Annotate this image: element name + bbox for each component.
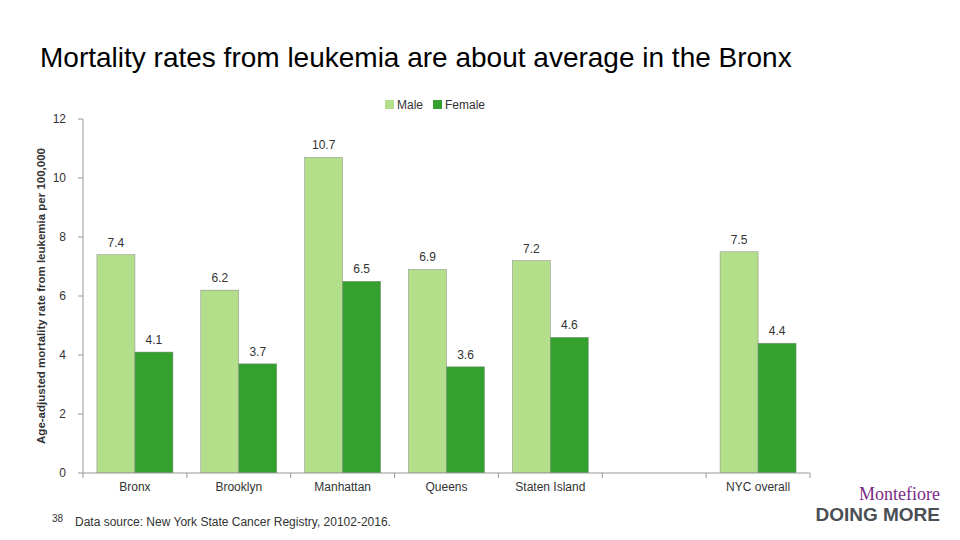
legend-label: Male xyxy=(397,98,423,112)
x-tick-label: Staten Island xyxy=(515,480,585,494)
x-tick xyxy=(290,473,291,478)
y-tick xyxy=(78,473,83,474)
x-axis: Bronx Brooklyn Manhattan Queens Staten Islan… xyxy=(83,473,810,494)
x-tick xyxy=(498,473,499,478)
data-label: 7.4 xyxy=(108,236,125,250)
x-tick-label: NYC overall xyxy=(726,480,790,494)
data-label: 6.5 xyxy=(353,262,370,276)
bar xyxy=(239,364,277,473)
title: Mortality rates from leukemia are about … xyxy=(40,42,792,73)
bar xyxy=(447,367,485,473)
x-tick-label: Brooklyn xyxy=(215,480,262,494)
data-label: 4.6 xyxy=(561,318,578,332)
y-tick-label: 8 xyxy=(59,230,66,244)
x-tick-label: Bronx xyxy=(119,480,150,494)
x-tick xyxy=(602,473,603,478)
bar xyxy=(135,352,173,473)
data-label: 10.7 xyxy=(312,138,336,152)
data-label: 6.2 xyxy=(211,271,228,285)
legend-swatch xyxy=(385,100,394,109)
data-label: 7.2 xyxy=(523,242,540,256)
y-tick xyxy=(78,296,83,297)
x-tick xyxy=(394,473,395,478)
bar xyxy=(409,269,447,473)
legend: Male Female xyxy=(385,98,485,112)
x-tick xyxy=(83,473,84,478)
y-tick xyxy=(78,355,83,356)
y-tick xyxy=(78,178,83,179)
x-axis-line xyxy=(83,473,810,474)
y-tick xyxy=(78,119,83,120)
bar xyxy=(720,252,758,473)
bar xyxy=(97,255,135,473)
y-tick xyxy=(78,237,83,238)
page-number: 38 xyxy=(52,513,64,524)
x-tick-label: Queens xyxy=(425,480,467,494)
y-axis-label: Age-adjusted mortality rate from leukemi… xyxy=(35,148,47,444)
y-tick-label: 2 xyxy=(59,407,66,421)
y-tick-label: 10 xyxy=(53,171,67,185)
bar xyxy=(201,290,239,473)
y-tick xyxy=(78,414,83,415)
legend-label: Female xyxy=(445,98,485,112)
source-note: Data source: New York State Cancer Regis… xyxy=(75,515,391,529)
x-tick xyxy=(186,473,187,478)
y-tick-label: 6 xyxy=(59,289,66,303)
chart: Mortality rates from leukemia are about … xyxy=(0,0,960,540)
y-tick-label: 0 xyxy=(59,466,66,480)
data-label: 4.1 xyxy=(146,333,163,347)
y-axis-line xyxy=(83,119,84,473)
x-tick xyxy=(810,473,811,478)
legend-swatch xyxy=(433,100,442,109)
data-label: 7.5 xyxy=(731,233,748,247)
bar xyxy=(512,261,550,473)
bar xyxy=(758,343,796,473)
x-tick xyxy=(706,473,707,478)
x-tick-label: Manhattan xyxy=(314,480,371,494)
bar xyxy=(305,157,343,473)
y-tick-label: 12 xyxy=(53,112,67,126)
bar xyxy=(550,337,588,473)
y-tick-label: 4 xyxy=(59,348,66,362)
data-label: 3.6 xyxy=(457,348,474,362)
bars xyxy=(97,157,796,473)
y-axis: 0 2 4 6 8 10 12 xyxy=(53,112,83,480)
logo-tagline: DOING MORE xyxy=(815,504,940,525)
bar xyxy=(343,281,381,473)
data-label: 3.7 xyxy=(249,345,266,359)
data-label: 4.4 xyxy=(769,324,786,338)
data-labels: 7.4 6.2 10.7 6.9 7.2 7.5 4.1 3.7 6.5 3.6 4.6 4.4 xyxy=(108,138,786,361)
logo-text: Montefiore xyxy=(859,484,940,504)
data-label: 6.9 xyxy=(419,250,436,264)
